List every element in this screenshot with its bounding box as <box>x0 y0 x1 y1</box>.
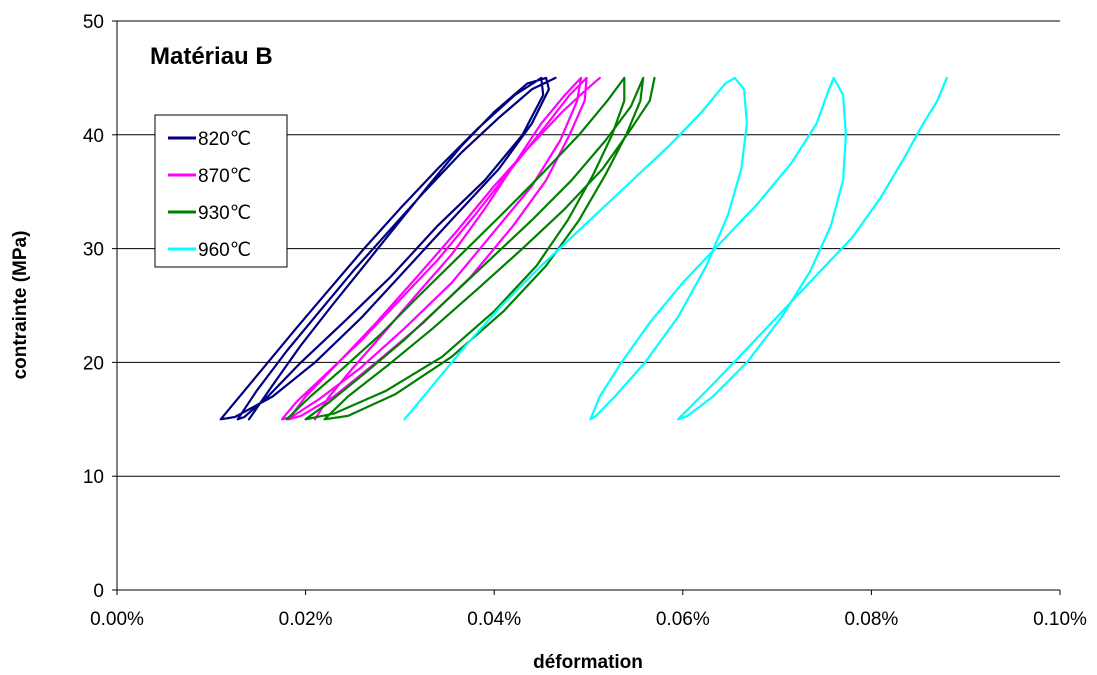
y-tick-label: 50 <box>83 12 104 33</box>
y-tick-label: 30 <box>83 240 104 261</box>
legend-label-3: 930℃ <box>198 203 251 224</box>
y-tick-label: 40 <box>83 126 104 147</box>
legend-label-4: 960℃ <box>198 240 251 261</box>
legend-label-1: 820℃ <box>198 129 251 150</box>
y-tick-label: 10 <box>83 467 104 488</box>
chart-title: Matériau B <box>150 43 273 70</box>
y-axis-title: contrainte (MPa) <box>10 231 31 380</box>
y-tick-labels: 0 10 20 30 40 50 <box>83 12 104 602</box>
series-line-3 <box>285 76 656 421</box>
series-layer <box>219 76 948 421</box>
x-axis-title: déformation <box>533 652 643 673</box>
y-tick-label: 20 <box>83 353 104 374</box>
series-line-1 <box>219 76 557 421</box>
series-line-2 <box>280 76 601 421</box>
x-tick-label: 0.04% <box>467 609 521 630</box>
x-tick-label: 0.02% <box>279 609 333 630</box>
legend-label-2: 870℃ <box>198 166 251 187</box>
legend: 820℃ 870℃ 930℃ 960℃ <box>154 114 288 268</box>
x-tick-label: 0.06% <box>656 609 710 630</box>
x-tick-labels: 0.00% 0.02% 0.04% 0.06% 0.08% 0.10% <box>90 609 1087 630</box>
legend-box <box>154 114 288 268</box>
x-tick-label: 0.00% <box>90 609 144 630</box>
x-tick-label: 0.10% <box>1033 609 1087 630</box>
series-line-4 <box>403 76 948 421</box>
y-tick-label: 0 <box>93 581 104 602</box>
axes <box>112 20 1061 595</box>
x-tick-label: 0.08% <box>844 609 898 630</box>
